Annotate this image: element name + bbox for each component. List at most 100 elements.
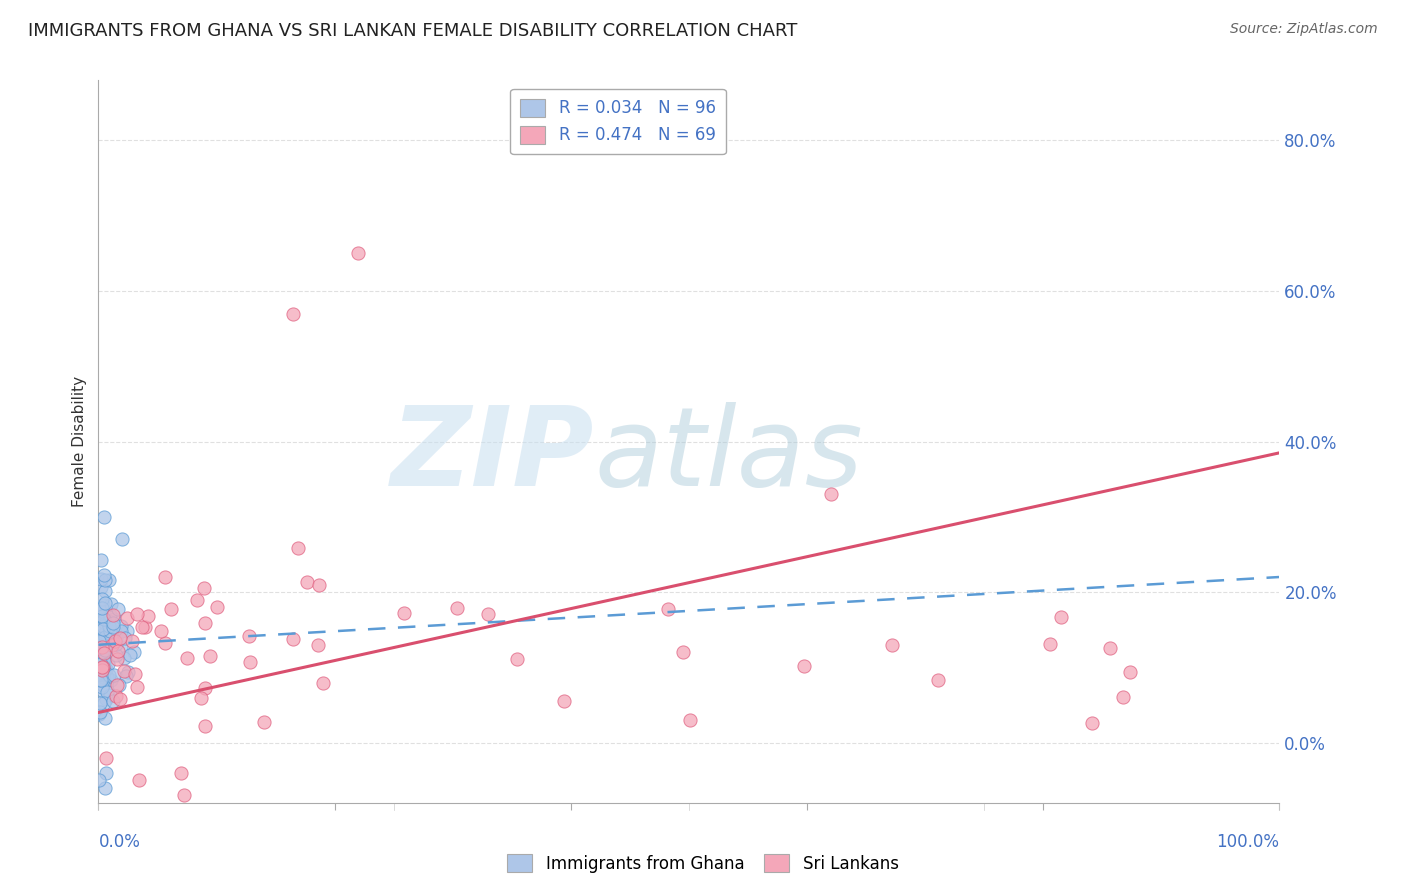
Legend: Immigrants from Ghana, Sri Lankans: Immigrants from Ghana, Sri Lankans (501, 847, 905, 880)
Text: 100.0%: 100.0% (1216, 833, 1279, 851)
Text: ZIP: ZIP (391, 402, 595, 509)
Point (87, 641, 110, 656)
Point (101, 607, 124, 622)
Point (1111, 690, 1133, 705)
Point (91, 654, 114, 668)
Point (112, 650, 135, 665)
Point (91, 663, 114, 677)
Point (281, 632, 304, 646)
Point (105, 648, 128, 663)
Point (93, 660, 115, 674)
Point (94, 613, 117, 627)
Point (98, 619, 121, 633)
Point (297, 574, 319, 589)
Point (91, 592, 114, 607)
Point (94, 596, 117, 610)
Point (105, 677, 128, 691)
Point (108, 691, 131, 706)
Point (446, 601, 468, 615)
Point (124, 645, 146, 659)
Point (91, 640, 114, 655)
Point (93, 611, 115, 625)
Point (98, 624, 121, 638)
Point (91, 598, 114, 612)
Point (90, 673, 112, 687)
Point (100, 638, 122, 652)
Point (93, 655, 115, 669)
Text: Source: ZipAtlas.com: Source: ZipAtlas.com (1230, 22, 1378, 37)
Point (134, 620, 156, 634)
Point (176, 651, 198, 665)
Point (121, 634, 143, 648)
Point (200, 648, 222, 663)
Point (93, 642, 115, 657)
Text: atlas: atlas (595, 402, 863, 509)
Point (193, 615, 215, 630)
Point (93, 640, 115, 655)
Point (110, 631, 132, 645)
Point (90, 648, 112, 663)
Point (136, 608, 159, 623)
Point (90, 572, 112, 586)
Point (127, 681, 149, 695)
Point (90, 680, 112, 694)
Point (93, 696, 115, 710)
Point (110, 624, 132, 639)
Point (115, 624, 138, 638)
Point (90, 600, 112, 615)
Point (90, 645, 112, 659)
Point (98, 688, 121, 702)
Point (101, 694, 124, 708)
Point (101, 615, 124, 630)
Point (93, 605, 115, 619)
Point (94, 626, 117, 640)
Point (103, 668, 125, 682)
Point (94, 692, 117, 706)
Point (880, 638, 903, 652)
Point (94, 584, 117, 599)
Point (96, 684, 118, 698)
Point (173, 789, 195, 803)
Point (93, 622, 115, 636)
Point (117, 665, 139, 679)
Legend: R = 0.034   N = 96, R = 0.474   N = 69: R = 0.034 N = 96, R = 0.474 N = 69 (510, 88, 725, 154)
Point (477, 607, 499, 622)
Point (283, 307, 305, 321)
Point (89, 673, 111, 687)
Point (87, 640, 110, 655)
Point (93, 567, 115, 582)
Point (93, 664, 115, 678)
Text: 0.0%: 0.0% (98, 833, 141, 851)
Point (190, 690, 212, 705)
Point (153, 570, 176, 584)
Point (90, 657, 112, 672)
Point (287, 541, 309, 556)
Y-axis label: Female Disability: Female Disability (72, 376, 87, 508)
Point (506, 651, 529, 665)
Point (93, 652, 115, 666)
Point (114, 631, 136, 645)
Point (100, 608, 122, 623)
Point (131, 620, 153, 634)
Point (87, 656, 110, 670)
Point (93, 619, 115, 633)
Text: IMMIGRANTS FROM GHANA VS SRI LANKAN FEMALE DISABILITY CORRELATION CHART: IMMIGRANTS FROM GHANA VS SRI LANKAN FEMA… (28, 22, 797, 40)
Point (1098, 640, 1121, 655)
Point (1049, 610, 1071, 624)
Point (89, 634, 111, 648)
Point (89, 773, 111, 788)
Point (100, 673, 122, 687)
Point (97, 657, 120, 672)
Point (98, 668, 121, 682)
Point (93, 622, 115, 636)
Point (193, 581, 215, 595)
Point (308, 578, 330, 592)
Point (93, 646, 115, 660)
Point (89, 659, 111, 673)
Point (87, 706, 110, 721)
Point (194, 681, 217, 695)
Point (239, 655, 262, 669)
Point (307, 638, 329, 652)
Point (186, 593, 208, 607)
Point (108, 678, 131, 692)
